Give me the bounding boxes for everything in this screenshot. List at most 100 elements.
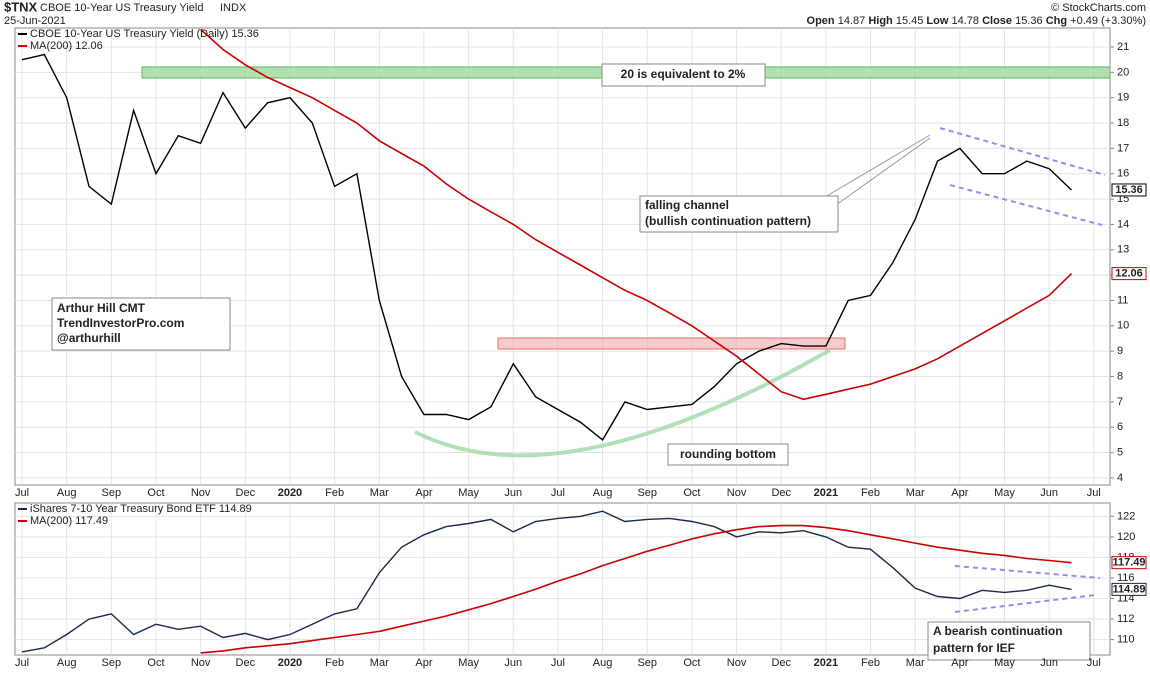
annotation-box: [667, 443, 789, 466]
annotation: A bearish continuation: [933, 624, 1063, 638]
y-tick-label: 120: [1117, 531, 1135, 543]
value-tag-label: 114.89: [1112, 583, 1145, 595]
x-tick-label: Feb: [861, 657, 880, 669]
y-tick-label: 21: [1117, 41, 1129, 53]
y-tick-label: 7: [1117, 396, 1123, 408]
annotation: Arthur Hill CMT: [57, 301, 146, 315]
series-layer: [21, 28, 1073, 654]
panel-frame: [14, 27, 1111, 486]
x-tick-label: Sep: [102, 487, 122, 499]
y-tick-label: 110: [1117, 634, 1135, 646]
x-tick-label: Oct: [683, 657, 700, 669]
quote: Open 14.87 High 15.45 Low 14.78 Close 15…: [807, 15, 1146, 27]
series-line: [21, 53, 1072, 441]
annotation: (bullish continuation pattern): [645, 214, 811, 228]
channel-line: [954, 565, 1101, 579]
x-tick-label: May: [994, 657, 1015, 669]
x-tick-label: May: [458, 657, 479, 669]
x-tick-label: Feb: [861, 487, 880, 499]
pointer: [819, 134, 931, 201]
x-tick-label: Sep: [102, 657, 122, 669]
x-tick-label: Mar: [370, 487, 389, 499]
copyright: © StockCharts.com: [1051, 2, 1146, 14]
x-tick-label: Aug: [57, 487, 77, 499]
annotation-box: [639, 195, 839, 233]
x-tick-label: Oct: [147, 657, 164, 669]
annotation-box: [927, 621, 1091, 661]
value-tag: [1111, 267, 1147, 281]
quote-label: Chg: [1046, 15, 1067, 27]
x-tick-label: Jun: [504, 487, 522, 499]
x-tick-label: Nov: [191, 487, 211, 499]
date: 25-Jun-2021: [4, 15, 66, 27]
x-tick-label: Jul: [551, 487, 565, 499]
y-tick-label: 10: [1117, 320, 1129, 332]
annotation: rounding bottom: [680, 447, 776, 461]
quote-value: 14.78: [951, 15, 979, 27]
y-tick-label: 14: [1117, 218, 1129, 230]
x-tick-label: Jun: [1040, 657, 1058, 669]
annotation-box: [51, 297, 231, 351]
quote-label: High: [868, 15, 893, 27]
channel-line: [949, 184, 1103, 226]
x-tick-label: Sep: [637, 657, 657, 669]
y-tick-label: 4: [1117, 472, 1123, 484]
annotation: falling channel: [645, 198, 729, 212]
x-tick-label: Jul: [15, 487, 29, 499]
annotation: 20 is equivalent to 2%: [621, 67, 746, 81]
x-tick-label: 2020: [278, 487, 302, 499]
rounding-arc: [414, 348, 831, 458]
channel-line: [939, 127, 1106, 176]
y-tick-label: 20: [1117, 66, 1129, 78]
y-tick-label: 19: [1117, 92, 1129, 104]
symbol: $TNX: [4, 0, 38, 14]
x-tick-label: 2021: [814, 657, 838, 669]
x-tick-label: Jul: [1087, 657, 1101, 669]
value-tag-label: 12.06: [1115, 268, 1143, 280]
y-tick-label: 8: [1117, 370, 1123, 382]
x-tick-label: Mar: [906, 487, 925, 499]
x-tick-label: Jul: [15, 657, 29, 669]
value-tag: [1111, 556, 1147, 570]
x-tick-label: Jul: [1087, 487, 1101, 499]
y-tick-label: 122: [1117, 510, 1135, 522]
symbol-name: CBOE 10-Year US Treasury Yield: [40, 2, 203, 14]
quote-label: Close: [982, 15, 1012, 27]
annotation-box: [601, 63, 766, 87]
quote-value: 15.36: [1015, 15, 1043, 27]
y-tick-label: 112: [1117, 613, 1135, 625]
x-tick-label: Feb: [325, 487, 344, 499]
legend-label: MA(200) 12.06: [30, 40, 103, 52]
quote-value: 14.87: [838, 15, 866, 27]
quote-value: 15.45: [896, 15, 924, 27]
panel-frame: [14, 502, 1111, 656]
x-tick-label: Oct: [683, 487, 700, 499]
x-tick-label: Sep: [637, 487, 657, 499]
x-tick-label: 2021: [814, 487, 838, 499]
legend-label: iShares 7-10 Year Treasury Bond ETF 114.…: [30, 503, 252, 515]
x-tick-label: Mar: [370, 657, 389, 669]
y-tick-label: 16: [1117, 168, 1129, 180]
channel-line: [954, 594, 1096, 613]
value-tag: [1111, 582, 1147, 596]
x-tick-label: Aug: [593, 487, 613, 499]
x-tick-label: Dec: [236, 487, 256, 499]
y-tick-label: 116: [1117, 572, 1135, 584]
value-tag-label: 15.36: [1115, 184, 1143, 196]
x-tick-label: May: [994, 487, 1015, 499]
x-tick-label: Jun: [1040, 487, 1058, 499]
y-tick-label: 6: [1117, 421, 1123, 433]
x-tick-label: Jun: [504, 657, 522, 669]
x-tick-label: Mar: [906, 657, 925, 669]
x-tick-label: 2020: [278, 657, 302, 669]
quote-label: Low: [926, 15, 948, 27]
quote-value: +0.49 (+3.30%): [1070, 15, 1146, 27]
series-line: [200, 28, 1073, 401]
grid: [15, 28, 1110, 655]
x-tick-label: Jul: [551, 657, 565, 669]
exchange: INDX: [220, 2, 247, 14]
x-tick-label: Dec: [771, 657, 791, 669]
resistance-band: [497, 337, 846, 350]
x-tick-label: Nov: [727, 657, 747, 669]
